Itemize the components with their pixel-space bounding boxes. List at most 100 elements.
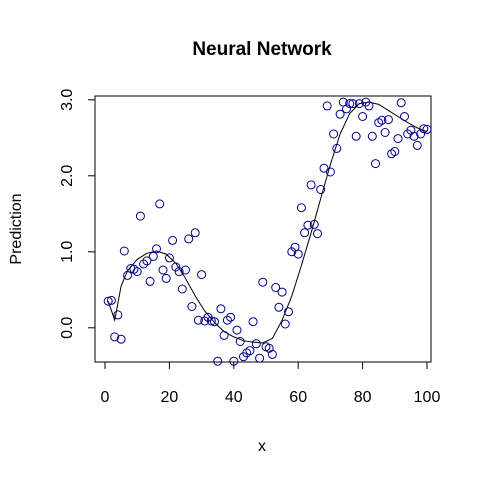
- data-point: [210, 317, 219, 327]
- data-point: [335, 109, 345, 119]
- data-point: [135, 211, 145, 221]
- data-point: [184, 234, 194, 244]
- data-point: [219, 330, 229, 340]
- data-point: [132, 267, 142, 277]
- data-point: [280, 319, 290, 329]
- y-axis-label: Prediction: [8, 193, 25, 264]
- x-tick-label: 0: [101, 389, 110, 406]
- data-point: [158, 265, 168, 275]
- data-point: [103, 296, 113, 306]
- data-point: [171, 262, 181, 272]
- data-point: [229, 356, 239, 366]
- data-point: [242, 348, 252, 358]
- data-point: [383, 115, 393, 125]
- data-point: [129, 264, 139, 274]
- x-axis: 0 20 40 60 80 100: [101, 361, 441, 406]
- chart-title: Neural Network: [192, 39, 332, 60]
- data-point: [222, 315, 232, 325]
- data-point: [416, 129, 426, 139]
- x-tick-label: 20: [161, 389, 179, 406]
- data-point: [422, 124, 432, 134]
- x-tick-label: 100: [414, 389, 441, 406]
- data-point: [377, 115, 387, 125]
- data-point: [142, 256, 152, 266]
- data-point: [258, 277, 268, 287]
- data-point: [187, 302, 197, 311]
- data-point: [193, 315, 203, 325]
- data-point: [313, 229, 322, 239]
- data-point: [164, 253, 174, 263]
- x-tick-label: 80: [354, 389, 372, 406]
- data-point: [348, 99, 358, 109]
- data-point: [300, 228, 310, 238]
- data-point: [380, 128, 390, 137]
- data-point: [374, 118, 384, 128]
- data-point: [371, 159, 380, 169]
- data-point: [329, 129, 339, 139]
- data-point: [148, 251, 158, 261]
- data-point: [322, 101, 332, 111]
- data-point: [161, 273, 171, 283]
- data-point: [235, 337, 245, 346]
- data-point: [155, 199, 165, 209]
- data-point: [419, 124, 429, 134]
- data-point: [251, 339, 261, 349]
- y-tick-label: 1.0: [59, 241, 76, 263]
- data-point: [342, 104, 351, 114]
- data-point: [110, 332, 120, 342]
- data-point: [309, 219, 319, 229]
- data-point: [367, 131, 377, 141]
- y-tick-label: 2.0: [59, 165, 76, 187]
- x-axis-label: x: [258, 438, 266, 455]
- data-point: [119, 246, 129, 256]
- y-tick-label: 0.0: [59, 317, 76, 339]
- data-point: [213, 356, 223, 366]
- data-point: [152, 244, 161, 254]
- data-point: [364, 101, 374, 111]
- data-point: [177, 284, 187, 294]
- data-point: [267, 349, 277, 359]
- data-point: [271, 283, 281, 292]
- data-point: [306, 180, 316, 190]
- data-point: [351, 131, 361, 141]
- x-tick-label: 40: [225, 389, 243, 406]
- data-point: [197, 270, 207, 280]
- points-layer: [103, 97, 432, 366]
- data-point: [139, 259, 149, 269]
- data-point: [274, 302, 284, 312]
- data-point: [216, 304, 226, 314]
- data-point: [181, 265, 190, 275]
- x-tick-label: 60: [289, 389, 307, 406]
- data-point: [393, 134, 403, 144]
- y-tick-label: 3.0: [59, 89, 76, 111]
- data-point: [168, 235, 178, 245]
- data-point: [358, 112, 368, 121]
- data-point: [325, 167, 335, 177]
- data-point: [387, 149, 397, 159]
- data-point: [248, 317, 258, 327]
- data-point: [345, 99, 355, 109]
- data-point: [226, 312, 236, 322]
- data-point: [287, 247, 297, 257]
- data-point: [354, 99, 364, 109]
- data-point: [412, 140, 422, 150]
- data-point: [303, 220, 313, 230]
- data-point: [316, 185, 326, 194]
- data-point: [396, 98, 406, 108]
- data-point: [332, 143, 342, 153]
- data-point: [174, 267, 184, 277]
- data-point: [293, 249, 303, 259]
- data-point: [116, 334, 126, 344]
- data-point: [106, 295, 116, 305]
- fit-line: [107, 101, 428, 344]
- data-point: [232, 325, 242, 335]
- data-point: [113, 310, 123, 320]
- plot-frame: [94, 95, 432, 363]
- data-point: [400, 112, 409, 121]
- data-point: [277, 287, 287, 297]
- data-point: [284, 307, 293, 317]
- fit-line-layer: [107, 101, 428, 344]
- data-point: [409, 131, 419, 141]
- y-axis: 0.0 1.0 2.0 3.0: [59, 89, 96, 339]
